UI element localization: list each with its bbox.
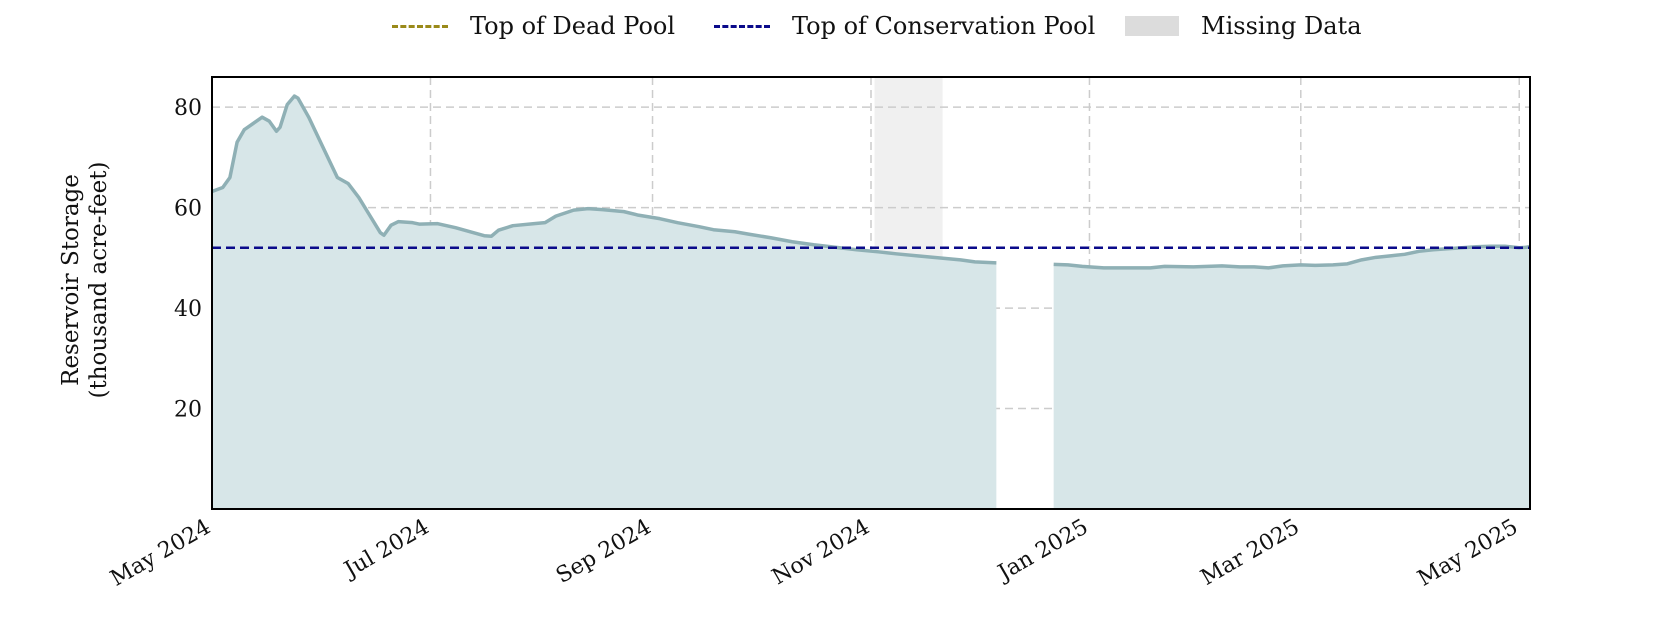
x-tick-label: Nov 2024 (768, 515, 874, 591)
y-tick-label: 20 (174, 398, 202, 423)
y-tick-label: 40 (174, 297, 202, 322)
storage-area (212, 96, 997, 509)
x-tick-label: Jul 2024 (339, 515, 434, 584)
x-tick-label: May 2024 (106, 515, 215, 592)
storage-area (1053, 246, 1530, 509)
y-tick-label: 80 (174, 96, 202, 121)
storage-line (1053, 244, 1530, 270)
plot-frame (211, 76, 1531, 510)
missing-data-swatch (1125, 16, 1179, 36)
legend-item-missing-data: Missing Data (1125, 8, 1362, 44)
legend: Top of Dead Pool Top of Conservation Poo… (0, 8, 1680, 44)
storage-line (212, 94, 997, 265)
dead-pool-label: Top of Dead Pool (470, 12, 676, 40)
legend-item-conservation-pool: Top of Conservation Pool (714, 8, 1095, 44)
missing-data-label: Missing Data (1201, 12, 1362, 40)
x-tick-label: Mar 2025 (1197, 515, 1304, 591)
x-tick-label: Jan 2025 (992, 515, 1092, 587)
dead-pool-swatch (392, 24, 448, 28)
legend-item-dead-pool: Top of Dead Pool (392, 8, 675, 44)
y-tick-label: 60 (174, 197, 202, 222)
conservation-pool-swatch (714, 24, 770, 28)
x-tick-label: Sep 2024 (552, 515, 656, 589)
conservation-pool-label: Top of Conservation Pool (792, 12, 1096, 40)
x-tick-label: May 2025 (1414, 515, 1523, 592)
